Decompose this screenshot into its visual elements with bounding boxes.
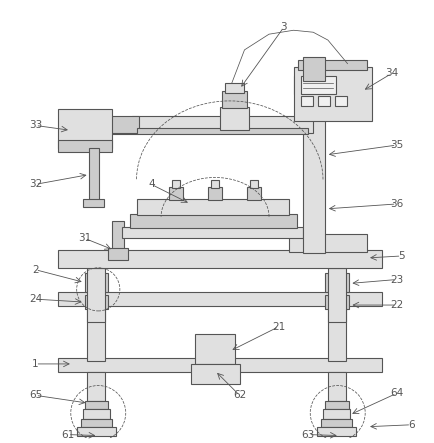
- Text: 65: 65: [29, 390, 42, 400]
- Text: 32: 32: [29, 179, 42, 189]
- Bar: [132, 116, 312, 133]
- Bar: [136, 199, 288, 215]
- Bar: [195, 334, 234, 364]
- Bar: [293, 76, 332, 94]
- Bar: [221, 91, 247, 108]
- Bar: [322, 409, 350, 419]
- Bar: [327, 372, 345, 401]
- Bar: [190, 364, 239, 384]
- Text: 2: 2: [32, 265, 39, 275]
- Bar: [293, 66, 371, 120]
- Bar: [224, 83, 244, 93]
- Bar: [171, 180, 179, 188]
- Bar: [327, 307, 345, 361]
- Bar: [317, 96, 329, 106]
- Text: 64: 64: [389, 389, 402, 398]
- Text: 63: 63: [301, 430, 314, 439]
- Bar: [327, 268, 345, 322]
- Bar: [84, 401, 108, 409]
- Bar: [168, 187, 182, 200]
- Bar: [58, 358, 381, 372]
- Text: 5: 5: [397, 251, 404, 261]
- Bar: [320, 419, 352, 427]
- Bar: [302, 81, 324, 253]
- Text: 6: 6: [407, 420, 414, 430]
- Bar: [112, 221, 124, 250]
- Bar: [58, 109, 112, 148]
- Bar: [58, 140, 112, 152]
- Text: 36: 36: [389, 199, 402, 209]
- Bar: [324, 295, 348, 309]
- Text: 1: 1: [32, 359, 39, 369]
- Text: 31: 31: [78, 233, 91, 243]
- Bar: [334, 96, 346, 106]
- Text: 35: 35: [389, 140, 402, 150]
- Bar: [82, 409, 110, 419]
- Bar: [324, 272, 348, 292]
- Bar: [298, 60, 366, 70]
- Bar: [301, 96, 312, 106]
- Bar: [208, 187, 221, 200]
- Bar: [87, 307, 105, 361]
- Text: 62: 62: [233, 390, 246, 400]
- Text: 34: 34: [384, 68, 398, 78]
- Bar: [87, 372, 105, 401]
- Text: 33: 33: [29, 120, 42, 130]
- Text: 24: 24: [29, 294, 42, 304]
- Text: 61: 61: [61, 430, 74, 439]
- Bar: [58, 250, 381, 268]
- Text: 22: 22: [389, 300, 402, 310]
- Bar: [136, 128, 308, 134]
- Text: 23: 23: [389, 275, 402, 284]
- Bar: [87, 268, 105, 322]
- Bar: [89, 148, 99, 202]
- Bar: [84, 295, 108, 309]
- Bar: [76, 427, 115, 435]
- Bar: [247, 187, 260, 200]
- Bar: [316, 427, 355, 435]
- Bar: [122, 226, 302, 238]
- Bar: [80, 419, 112, 427]
- Bar: [250, 180, 258, 188]
- Bar: [302, 57, 324, 81]
- Bar: [301, 76, 335, 94]
- Bar: [72, 123, 136, 134]
- Bar: [210, 180, 218, 188]
- Bar: [324, 401, 348, 409]
- Bar: [129, 214, 296, 228]
- Bar: [84, 272, 108, 292]
- Bar: [82, 199, 104, 207]
- Bar: [71, 116, 139, 133]
- Bar: [58, 292, 381, 306]
- Bar: [288, 234, 366, 252]
- Bar: [108, 248, 128, 260]
- Text: 4: 4: [148, 179, 154, 189]
- Bar: [220, 107, 249, 130]
- Text: 3: 3: [280, 22, 286, 32]
- Text: 21: 21: [272, 322, 285, 332]
